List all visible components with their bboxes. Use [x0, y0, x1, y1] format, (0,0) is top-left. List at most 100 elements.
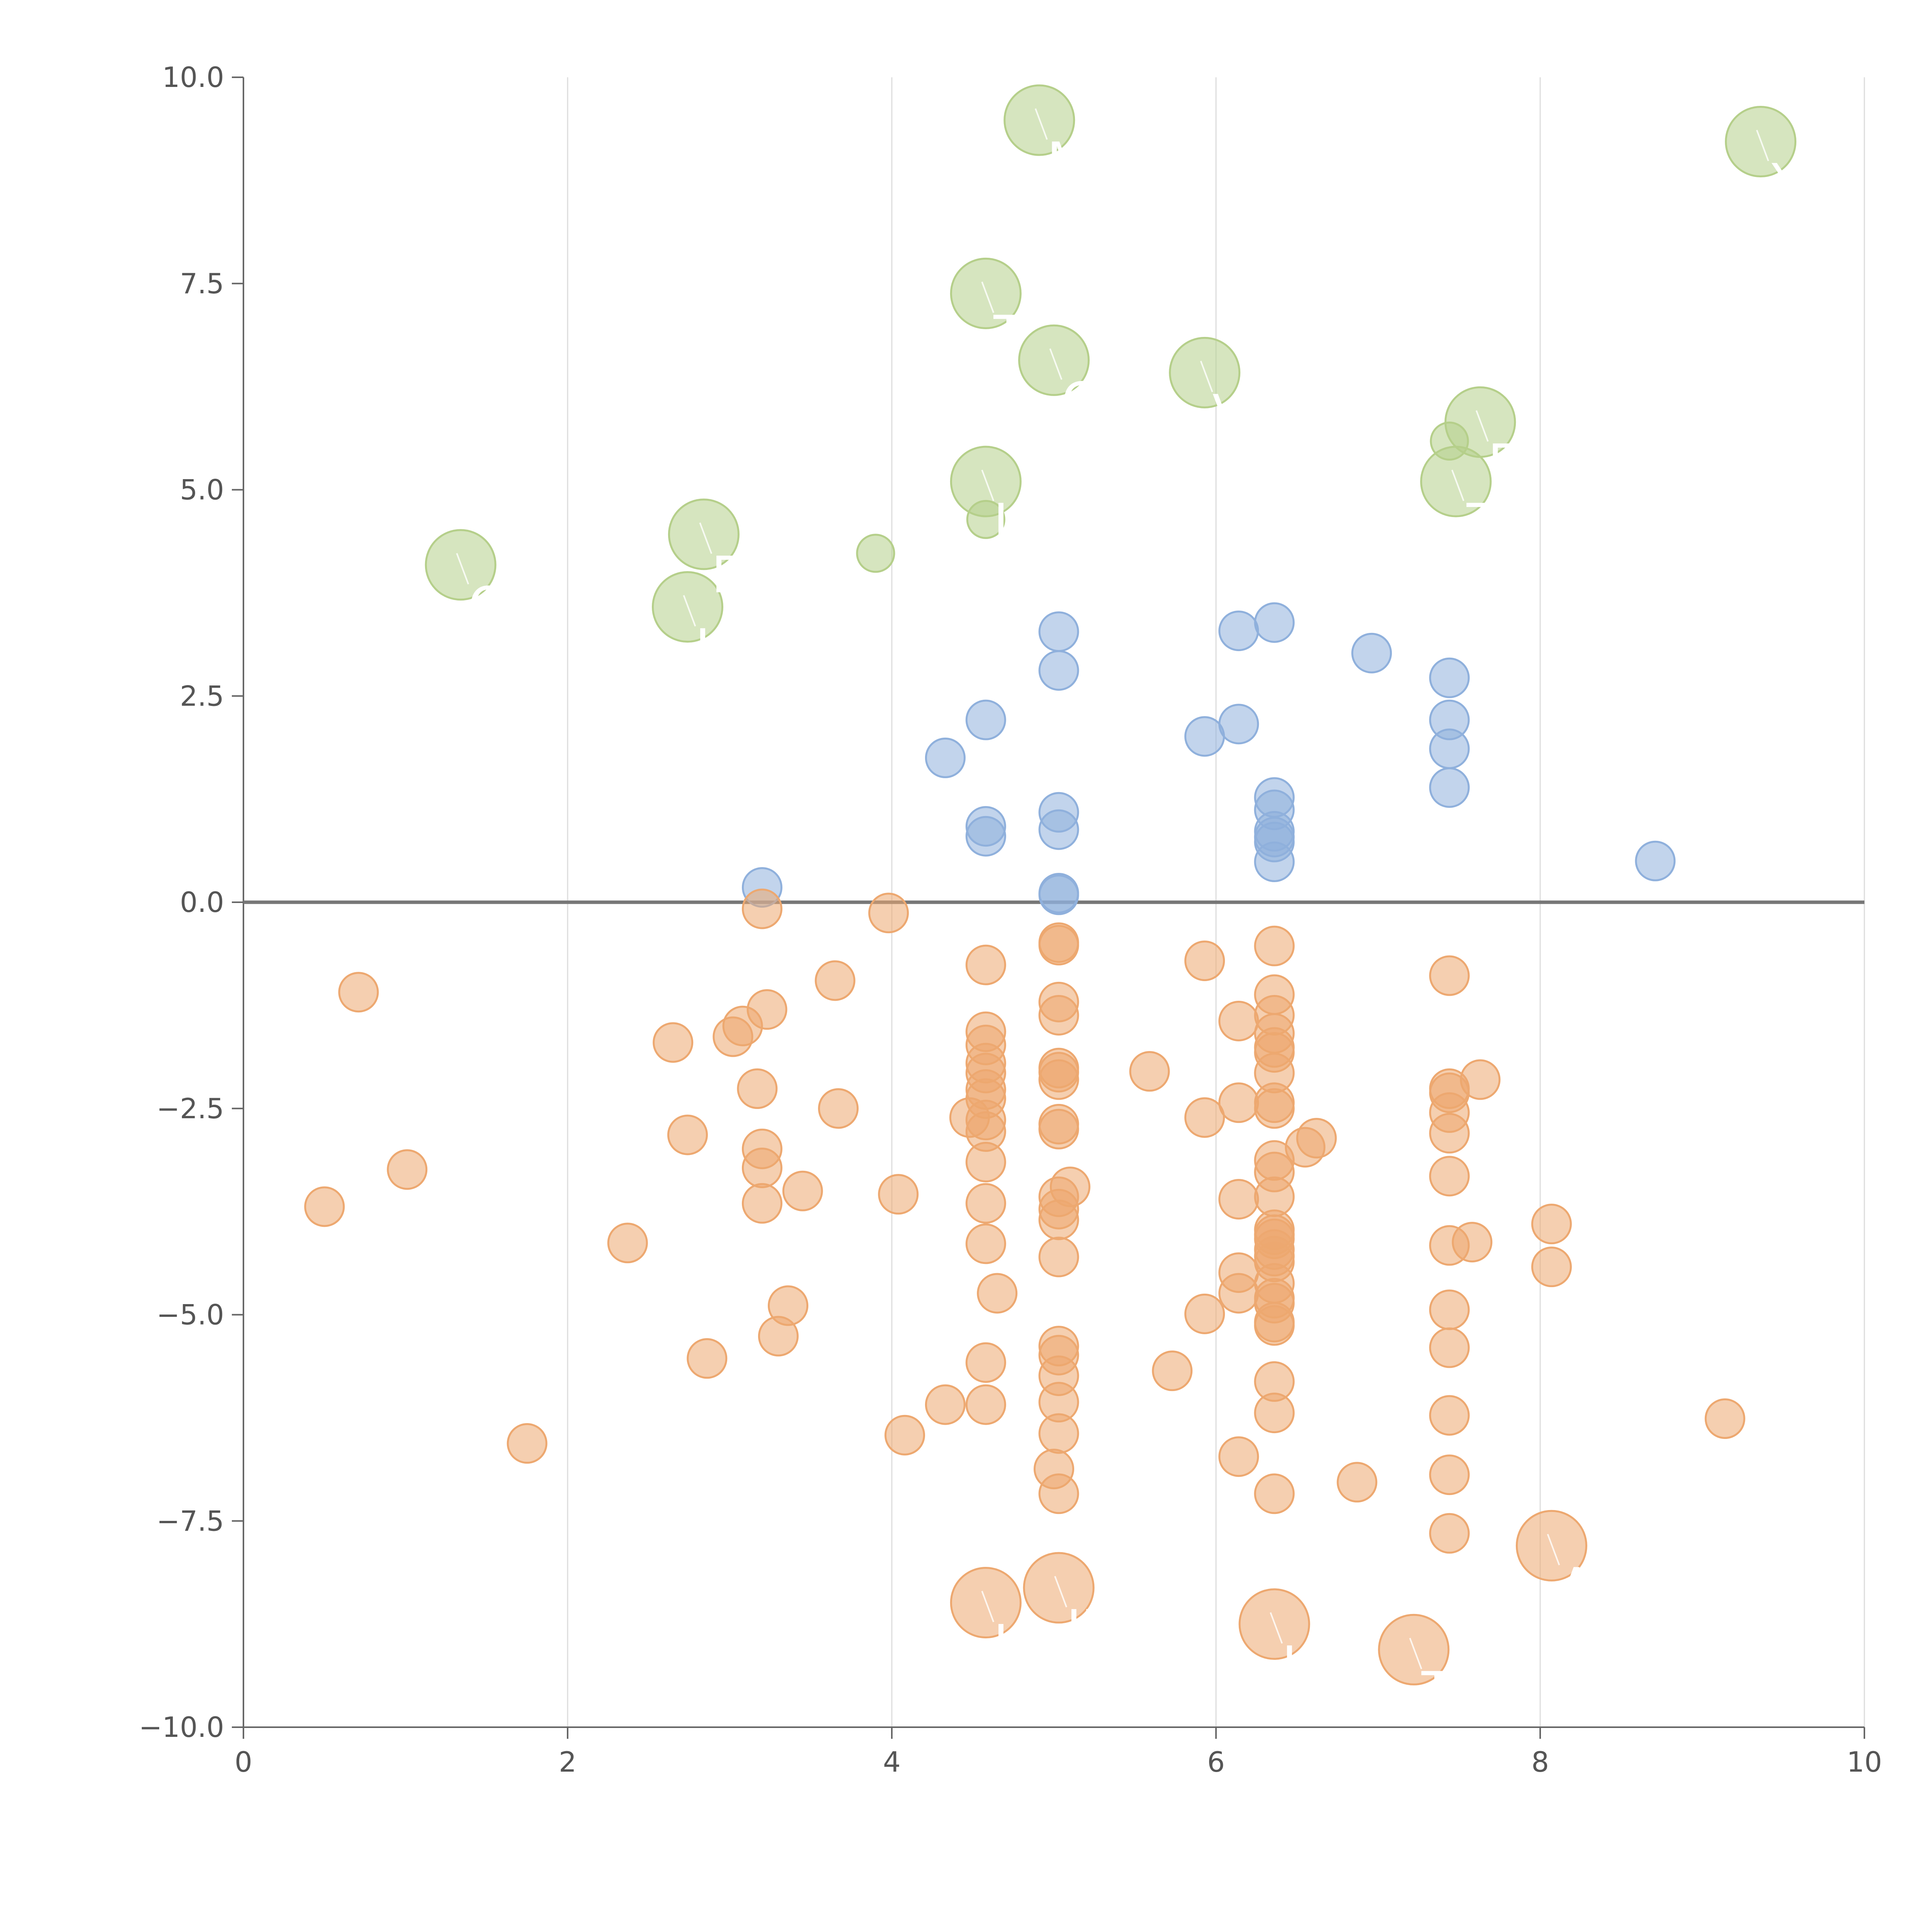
negative-point: [977, 1273, 1018, 1314]
annotation-label: X: [1769, 153, 1803, 212]
annotation-leader: [981, 469, 995, 501]
annotation-label: I: [993, 1614, 1008, 1673]
negative-point: [1531, 1204, 1572, 1245]
small-positive-point: [965, 816, 1006, 857]
annotation-leader: [1034, 108, 1048, 140]
negative-point: [1254, 925, 1295, 966]
annotation-label: G: [1062, 371, 1101, 430]
annotation-leader: [1270, 1612, 1283, 1644]
annotation-leader: [1475, 410, 1489, 442]
annotation-leader: [683, 595, 696, 627]
x-tick-label: 0: [235, 1746, 252, 1778]
negative-point: [1429, 955, 1470, 996]
negative-point: [884, 1415, 925, 1456]
negative-point: [742, 888, 782, 929]
negative-point: [1218, 1082, 1259, 1123]
negative-point: [1254, 1393, 1295, 1434]
small-positive-point: [1429, 728, 1470, 769]
annotation-leader: [1756, 129, 1769, 162]
negative-point: [1429, 1113, 1470, 1154]
small-positive-point: [1351, 633, 1392, 673]
annotation-leader: [699, 522, 713, 554]
negative-point: [1218, 1436, 1259, 1477]
negative-point: [1429, 1225, 1470, 1266]
axis-layer: 0 2 4 6 8 10 10.0 7.5 5.0 2.5 0.0 −2.5 −5.0 −7.5 −10.0: [139, 61, 1882, 1778]
negative-point: [742, 1147, 782, 1188]
negative-point: [1038, 1413, 1079, 1454]
negative-point: [1038, 1473, 1079, 1514]
negative-point: [1429, 1289, 1470, 1330]
annotation-leader: [1200, 361, 1213, 393]
negative-point: [925, 1384, 966, 1425]
large-positive-point: [966, 500, 1005, 539]
small-positive-point: [1038, 809, 1079, 850]
negative-point: [1218, 1000, 1259, 1041]
y-tick-label: 0.0: [180, 886, 224, 918]
negative-point: [1254, 1473, 1295, 1514]
negative-point: [965, 1223, 1006, 1264]
negative-point: [304, 1186, 345, 1227]
negative-point: [737, 1068, 778, 1109]
x-tick-label: 4: [883, 1746, 901, 1778]
negative-point: [1038, 1059, 1079, 1100]
large-positive-point: [856, 534, 895, 573]
negative-point: [1184, 1293, 1225, 1334]
x-tick-label: 10: [1847, 1746, 1882, 1778]
annotation-leader: [981, 1590, 995, 1622]
negative-point: [338, 972, 379, 1013]
small-positive-point: [1038, 650, 1079, 691]
negative-point: [815, 960, 855, 1001]
annotation-leader: [981, 281, 995, 313]
annotation-leader: [1547, 1534, 1560, 1566]
annotation-leader: [456, 553, 469, 585]
negative-point: [1218, 1179, 1259, 1220]
annotation-label: Z: [1464, 493, 1498, 551]
negative-point: [742, 1183, 782, 1224]
negative-point: [387, 1149, 428, 1190]
negative-point: [782, 1170, 823, 1211]
negative-point: [965, 1384, 1006, 1425]
small-positive-point: [1038, 611, 1079, 652]
negative-point: [1038, 925, 1079, 966]
annotation-leader: [1054, 1576, 1067, 1607]
y-tick-label: 2.5: [180, 680, 224, 712]
y-tick-label: −10.0: [139, 1711, 224, 1743]
x-tick-label: 8: [1531, 1746, 1549, 1778]
point-layer: [304, 84, 1797, 1685]
negative-point: [868, 893, 909, 934]
small-positive-point: [925, 737, 966, 778]
negative-point: [1429, 1395, 1470, 1436]
negative-point: [713, 1016, 753, 1057]
annotation-leader: [1049, 348, 1063, 380]
negative-point: [653, 1022, 694, 1063]
annotation-label: T: [1421, 1661, 1452, 1719]
small-positive-point: [1429, 767, 1470, 808]
annotation-label: I: [1282, 1635, 1297, 1694]
negative-point: [965, 1142, 1006, 1183]
small-positive-point: [1254, 841, 1295, 882]
y-tick-label: 5.0: [180, 474, 224, 506]
annotation-label: IO: [695, 618, 750, 677]
annotation-label: A: [1559, 1557, 1594, 1616]
x-tick-label: 6: [1207, 1746, 1225, 1778]
negative-point: [667, 1114, 708, 1155]
negative-point: [607, 1223, 648, 1264]
negative-point: [1038, 1236, 1079, 1277]
negative-point: [1254, 1088, 1295, 1129]
y-tick-label: −7.5: [156, 1505, 224, 1537]
small-positive-point: [1218, 611, 1259, 651]
negative-point: [1038, 1199, 1079, 1240]
negative-point: [818, 1088, 859, 1129]
negative-point: [758, 1316, 799, 1357]
negative-point: [1184, 940, 1225, 981]
annotation-label: M: [1047, 131, 1090, 190]
negative-point: [965, 944, 1006, 985]
annotation-label: IM: [1066, 1599, 1125, 1658]
negative-point: [1184, 1097, 1225, 1138]
negative-point: [1429, 1327, 1470, 1368]
negative-point: [1152, 1350, 1193, 1391]
negative-point: [965, 1183, 1006, 1224]
x-tick-label: 2: [559, 1746, 577, 1778]
negative-point: [1429, 1513, 1470, 1554]
